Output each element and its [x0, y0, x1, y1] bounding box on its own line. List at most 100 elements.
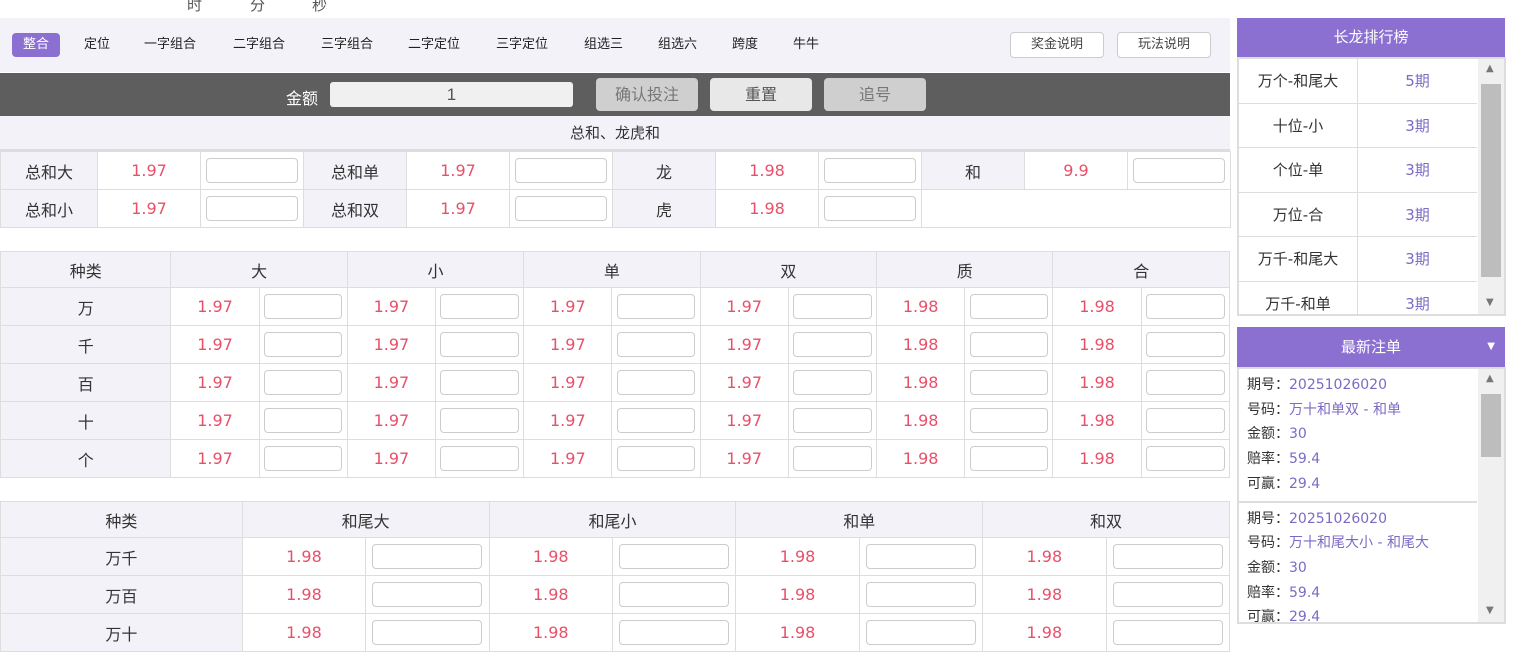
bet-amount-input[interactable] — [1112, 544, 1223, 569]
tab-5[interactable]: 二字定位 — [408, 37, 461, 52]
bet-field-label: 赔率： — [1247, 451, 1289, 468]
bet-amount-input[interactable] — [616, 294, 696, 319]
bet-amount-input[interactable] — [969, 408, 1049, 433]
bet-amount-input[interactable] — [440, 370, 519, 395]
bet-amount-input[interactable] — [1112, 582, 1223, 607]
bet-amount-input[interactable] — [793, 408, 872, 433]
bet-field-value: 59.4 — [1289, 451, 1321, 468]
bet-amount-input[interactable] — [263, 370, 343, 395]
tab-1[interactable]: 定位 — [84, 37, 111, 52]
dragon-item[interactable]: 万千-和尾大 3期 — [1239, 237, 1477, 282]
bet-field-value: 59.4 — [1289, 584, 1321, 601]
bet-amount-input[interactable] — [1146, 332, 1225, 357]
confirm-bet-button[interactable]: 确认投注 — [596, 78, 698, 111]
bet-amount-input[interactable] — [619, 620, 730, 645]
bets-scrollbar[interactable]: ▲ ▼ — [1478, 369, 1504, 622]
bet-amount-input[interactable] — [263, 294, 343, 319]
bet-amount-input[interactable] — [1146, 370, 1225, 395]
bet-input-cell — [787, 439, 878, 478]
odds-value: 1.97 — [346, 363, 437, 402]
bet-amount-input[interactable] — [616, 332, 696, 357]
caret-down-icon[interactable]: ▼ — [1487, 341, 1495, 352]
column-header: 种类 — [0, 501, 243, 538]
bet-amount-input[interactable] — [1133, 158, 1225, 183]
dragon-item[interactable]: 万位-合 3期 — [1239, 192, 1477, 237]
bet-amount-input[interactable] — [372, 544, 483, 569]
bet-amount-input[interactable] — [619, 582, 730, 607]
chase-button[interactable]: 追号 — [824, 78, 926, 111]
bet-input-cell — [435, 325, 525, 364]
bet-amount-input[interactable] — [372, 582, 483, 607]
tab-0[interactable]: 整合 — [12, 33, 61, 57]
bet-amount-input[interactable] — [793, 294, 872, 319]
dragon-name: 个位-单 — [1239, 148, 1358, 192]
bet-amount-input[interactable] — [206, 158, 298, 183]
option-label: 总和双 — [303, 189, 407, 228]
odds-value: 1.97 — [97, 151, 201, 190]
tab-2[interactable]: 一字组合 — [144, 37, 197, 52]
odds-value: 1.98 — [735, 575, 860, 614]
bet-input-cell — [258, 439, 348, 478]
bet-amount-input[interactable] — [616, 370, 696, 395]
bet-amount-input[interactable] — [263, 446, 343, 471]
dragon-title: 长龙排行榜 — [1237, 18, 1505, 57]
bet-amount-input[interactable] — [263, 332, 343, 357]
bet-amount-input[interactable] — [372, 620, 483, 645]
bet-amount-input[interactable] — [969, 294, 1049, 319]
dragon-scrollbar[interactable]: ▲ ▼ — [1478, 59, 1504, 314]
bet-amount-input[interactable] — [206, 196, 298, 221]
bet-amount-input[interactable] — [440, 294, 519, 319]
dragon-item[interactable]: 万个-和尾大 5期 — [1239, 59, 1477, 104]
bet-amount-input[interactable] — [1146, 408, 1225, 433]
bet-amount-input[interactable] — [865, 620, 976, 645]
tab-6[interactable]: 三字定位 — [496, 37, 549, 52]
bet-field-label: 期号： — [1247, 510, 1289, 527]
bet-amount-input[interactable] — [824, 196, 916, 221]
bet-amount-input[interactable] — [793, 370, 872, 395]
tab-3[interactable]: 二字组合 — [233, 37, 286, 52]
latest-bets-list: 期号：20251026020 号码：万十和单双 - 和单 金额：30 赔率：59.4 可… — [1237, 367, 1506, 624]
reset-button[interactable]: 重置 — [710, 78, 812, 111]
bet-amount-input[interactable] — [865, 582, 976, 607]
tab-7[interactable]: 组选三 — [584, 37, 624, 52]
odds-value: 9.9 — [1024, 151, 1128, 190]
bet-amount-input[interactable] — [263, 408, 343, 433]
bet-amount-input[interactable] — [440, 332, 519, 357]
bet-amount-input[interactable] — [619, 544, 730, 569]
bet-field-value: 29.4 — [1289, 475, 1321, 492]
bet-amount-input[interactable] — [616, 408, 696, 433]
bet-amount-input[interactable] — [793, 332, 872, 357]
bet-amount-input[interactable] — [824, 158, 916, 183]
column-header: 质 — [876, 251, 1054, 288]
amount-input[interactable] — [330, 82, 573, 107]
rules-button[interactable]: 玩法说明 — [1117, 32, 1211, 58]
tab-9[interactable]: 跨度 — [732, 37, 759, 52]
bet-amount-input[interactable] — [515, 158, 607, 183]
bet-amount-input[interactable] — [440, 446, 519, 471]
tab-10[interactable]: 牛牛 — [793, 37, 820, 52]
odds-value: 1.98 — [1052, 401, 1142, 440]
bet-amount-input[interactable] — [969, 332, 1049, 357]
bet-amount-input[interactable] — [1146, 446, 1225, 471]
bet-amount-input[interactable] — [1146, 294, 1225, 319]
bet-field-value: 万十和单双 - 和单 — [1289, 401, 1401, 418]
bet-amount-input[interactable] — [969, 370, 1049, 395]
bet-field: 赔率：59.4 — [1247, 581, 1469, 606]
bet-input-cell — [787, 363, 878, 402]
bet-amount-input[interactable] — [440, 408, 519, 433]
row-label: 万 — [0, 287, 172, 326]
bonus-info-button[interactable]: 奖金说明 — [1010, 32, 1104, 58]
bet-amount-input[interactable] — [793, 446, 872, 471]
bet-input-cell — [964, 363, 1054, 402]
bet-amount-input[interactable] — [1112, 620, 1223, 645]
tab-8[interactable]: 组选六 — [658, 37, 698, 52]
dragon-item[interactable]: 个位-单 3期 — [1239, 148, 1477, 193]
bet-item: 期号：20251026020 号码：万十和单双 - 和单 金额：30 赔率：59.4 可… — [1239, 369, 1477, 503]
tab-4[interactable]: 三字组合 — [321, 37, 374, 52]
dragon-item[interactable]: 万千-和单 3期 — [1239, 281, 1477, 314]
bet-amount-input[interactable] — [515, 196, 607, 221]
bet-amount-input[interactable] — [616, 446, 696, 471]
bet-amount-input[interactable] — [969, 446, 1049, 471]
bet-amount-input[interactable] — [865, 544, 976, 569]
dragon-item[interactable]: 十位-小 3期 — [1239, 103, 1477, 148]
